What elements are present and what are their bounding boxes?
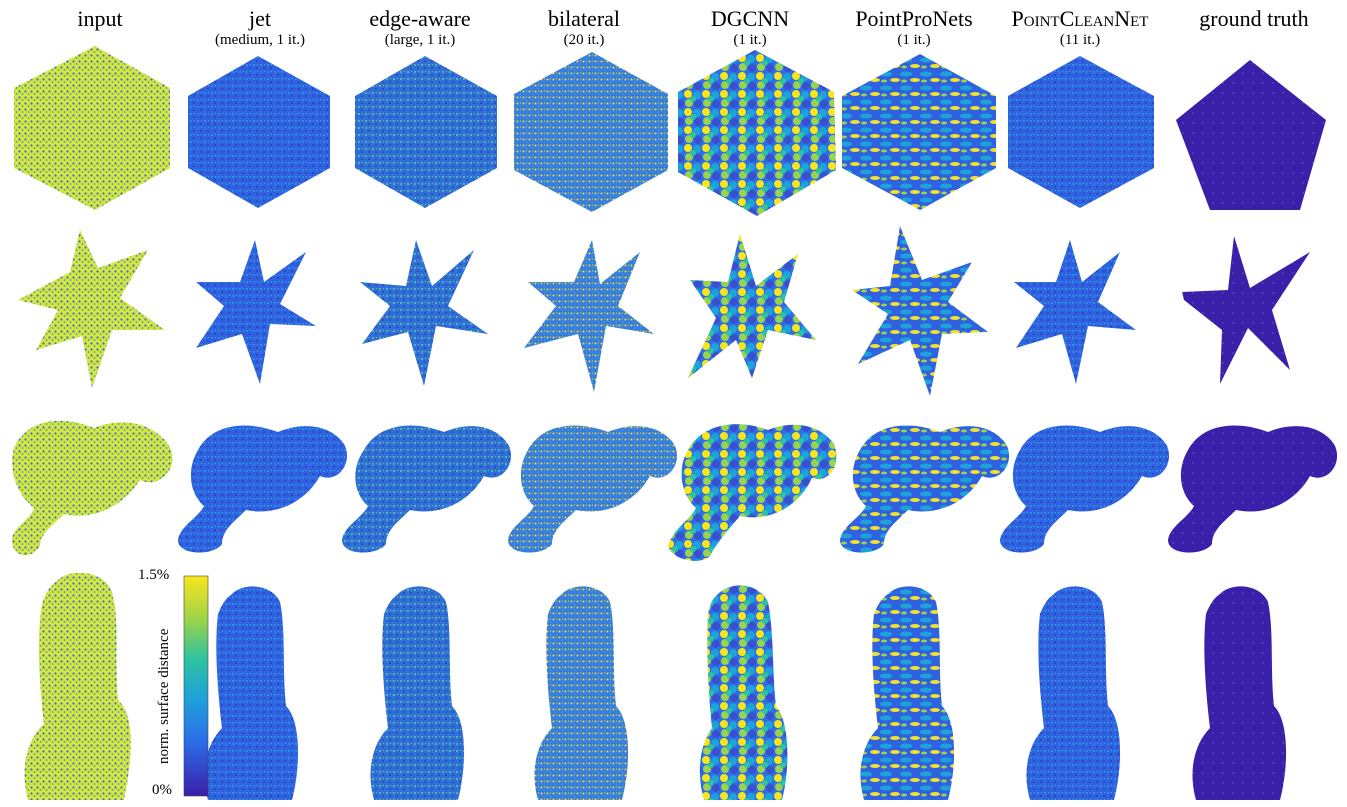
shape-dgcnn: [678, 50, 836, 216]
shape-pointcleannet: [1008, 56, 1154, 208]
column-title-text: PointCleanNet: [1011, 6, 1149, 31]
shape-edge-aware: [342, 425, 512, 553]
column-title-text: jet: [249, 6, 271, 31]
shape-input: [12, 420, 173, 556]
shape-jet: [196, 240, 316, 384]
shape-pointcleannet: [1026, 586, 1121, 800]
shape-pointcleannet: [1014, 240, 1136, 384]
column-subtitle-text: (medium, 1 it.): [215, 32, 305, 48]
colorbar-min-label: 0%: [152, 782, 172, 798]
shape-jet: [178, 425, 348, 553]
row-dragon: [12, 420, 1338, 561]
shape-edge-aware: [355, 56, 497, 208]
shape-pointpronets: [852, 226, 988, 396]
shape-bilateral: [508, 425, 678, 553]
shape-pointcleannet: [1000, 425, 1170, 553]
column-title-dgcnn: DGCNN (1 it.): [666, 6, 834, 48]
shape-pointpronets: [860, 586, 955, 800]
shape-input: [18, 230, 165, 388]
shape-input: [14, 46, 170, 210]
column-title-pointcleannet: PointCleanNet (11 it.): [996, 6, 1164, 48]
shape-dgcnn: [699, 585, 788, 800]
column-subtitle-text: (20 it.): [563, 32, 605, 48]
shape-bilateral: [524, 240, 654, 392]
column-title-text: bilateral: [547, 6, 621, 31]
shape-dgcnn: [688, 234, 816, 378]
column-title-ground-truth: ground truth: [1170, 6, 1338, 32]
column-title-input: input: [16, 6, 184, 32]
shape-jet: [204, 586, 299, 800]
colorbar-max-label: 1.5%: [138, 567, 170, 583]
shape-ground-truth: [1176, 60, 1326, 210]
column-title-text: edge-aware: [369, 6, 471, 31]
row-icosahedron: [14, 46, 1326, 216]
shape-dgcnn: [668, 424, 837, 561]
shape-bilateral: [514, 52, 668, 212]
colorbar-axis-label: norm. surface distance: [156, 628, 172, 764]
column-title-text: PointProNets: [855, 6, 973, 31]
row-statue: [24, 572, 1287, 800]
column-subtitle-text: (1 it.): [897, 32, 931, 48]
column-title-bilateral: bilateral (20 it.): [500, 6, 668, 48]
shape-ground-truth: [1192, 586, 1287, 800]
shape-bilateral: [534, 586, 629, 800]
shape-edge-aware: [370, 586, 465, 800]
column-title-text: ground truth: [1199, 6, 1309, 31]
shape-ground-truth: [1182, 236, 1310, 384]
column-title-text: DGCNN: [710, 6, 790, 31]
column-title-edge-aware: edge-aware (large, 1 it.): [336, 6, 504, 48]
column-subtitle-text: (large, 1 it.): [384, 32, 456, 48]
column-subtitle-text: (11 it.): [1059, 32, 1101, 48]
column-title-text: input: [77, 6, 123, 31]
shape-jet: [188, 56, 330, 208]
colorbar-gradient: [183, 575, 209, 797]
column-title-pointpronets: PointProNets (1 it.): [830, 6, 998, 48]
shape-edge-aware: [360, 240, 488, 386]
column-title-jet: jet (medium, 1 it.): [176, 6, 344, 48]
shape-pointpronets: [842, 54, 996, 210]
shape-input: [24, 572, 131, 800]
row-star: [18, 226, 1310, 396]
shape-pointpronets: [840, 425, 1010, 553]
column-subtitle-text: (1 it.): [733, 32, 767, 48]
shape-ground-truth: [1168, 425, 1338, 553]
